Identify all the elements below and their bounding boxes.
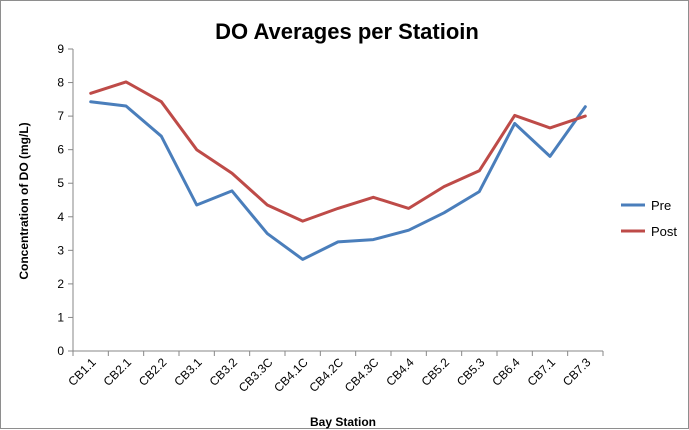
- y-tick-label: 3: [57, 243, 64, 257]
- data-point-pre: [125, 105, 128, 108]
- data-point-pre: [337, 240, 340, 243]
- y-tick-label: 6: [57, 143, 64, 157]
- chart-title: DO Averages per Statioin: [215, 19, 479, 44]
- y-tick-label: 8: [57, 76, 64, 90]
- data-point-pre: [407, 229, 410, 232]
- data-point-pre: [513, 122, 516, 125]
- x-tick-label: CB4.1C: [271, 355, 311, 395]
- data-point-post: [160, 100, 163, 103]
- data-point-pre: [478, 190, 481, 193]
- data-point-post: [89, 92, 92, 95]
- y-tick-label: 2: [57, 277, 64, 291]
- data-point-post: [584, 115, 587, 118]
- x-tick-label: CB4.2C: [307, 355, 347, 395]
- data-point-pre: [160, 135, 163, 138]
- y-tick-label: 5: [57, 176, 64, 190]
- data-point-post: [231, 172, 234, 175]
- x-tick-label: CB5.2: [419, 355, 453, 389]
- y-tick-label: 0: [57, 344, 64, 358]
- data-point-post: [337, 207, 340, 210]
- x-tick-label: CB6.4: [489, 355, 523, 389]
- data-point-pre: [195, 204, 198, 207]
- data-point-pre: [372, 238, 375, 241]
- data-point-pre: [443, 211, 446, 214]
- series-line-pre: [89, 100, 587, 261]
- data-point-post: [372, 196, 375, 199]
- data-point-pre: [584, 105, 587, 108]
- data-point-post: [125, 80, 128, 83]
- data-point-post: [549, 126, 552, 129]
- data-point-pre: [266, 232, 269, 235]
- x-tick-label: CB4.3C: [342, 355, 382, 395]
- data-point-post: [195, 148, 198, 151]
- data-point-post: [443, 185, 446, 188]
- x-tick-label: CB7.3: [560, 355, 594, 389]
- y-tick-labels: 0 1 2 3 4 5 6 7 8 9: [57, 42, 64, 358]
- x-tick-label: CB7.1: [525, 355, 559, 389]
- x-axis-title: Bay Station: [310, 415, 376, 429]
- y-axis-title: Concentration of DO (mg/L): [17, 122, 31, 279]
- x-tick-label: CB2.1: [101, 355, 135, 389]
- y-tick-label: 7: [57, 109, 64, 123]
- x-tick-label: CB3.1: [171, 355, 205, 389]
- data-point-post: [301, 220, 304, 223]
- y-tick-label: 4: [57, 210, 64, 224]
- series-line-post: [89, 80, 587, 223]
- data-point-post: [266, 204, 269, 207]
- x-tick-label: CB3.2: [207, 355, 241, 389]
- y-tick-label: 1: [57, 310, 64, 324]
- data-point-post: [513, 114, 516, 117]
- data-point-pre: [549, 155, 552, 158]
- legend-label-pre: Pre: [651, 198, 671, 213]
- data-point-pre: [231, 189, 234, 192]
- legend: Pre Post: [621, 198, 677, 239]
- data-point-pre: [301, 258, 304, 261]
- legend-label-post: Post: [651, 224, 677, 239]
- x-tick-label: CB4.4: [383, 355, 417, 389]
- x-tick-label: CB2.2: [136, 355, 170, 389]
- x-tick-label: CB3.3C: [236, 355, 276, 395]
- data-point-post: [407, 207, 410, 210]
- x-tick-label: CB5.3: [454, 355, 488, 389]
- data-point-post: [478, 169, 481, 172]
- x-tick-labels: CB1.1 CB2.1 CB2.2 CB3.1 CB3.2CB3.3CCB4.1CCB4…: [65, 355, 593, 395]
- data-point-pre: [89, 100, 92, 103]
- x-tick-label: CB1.1: [65, 355, 99, 389]
- axes-group: [68, 48, 604, 356]
- series-lines: [89, 80, 587, 261]
- y-tick-label: 9: [57, 42, 64, 56]
